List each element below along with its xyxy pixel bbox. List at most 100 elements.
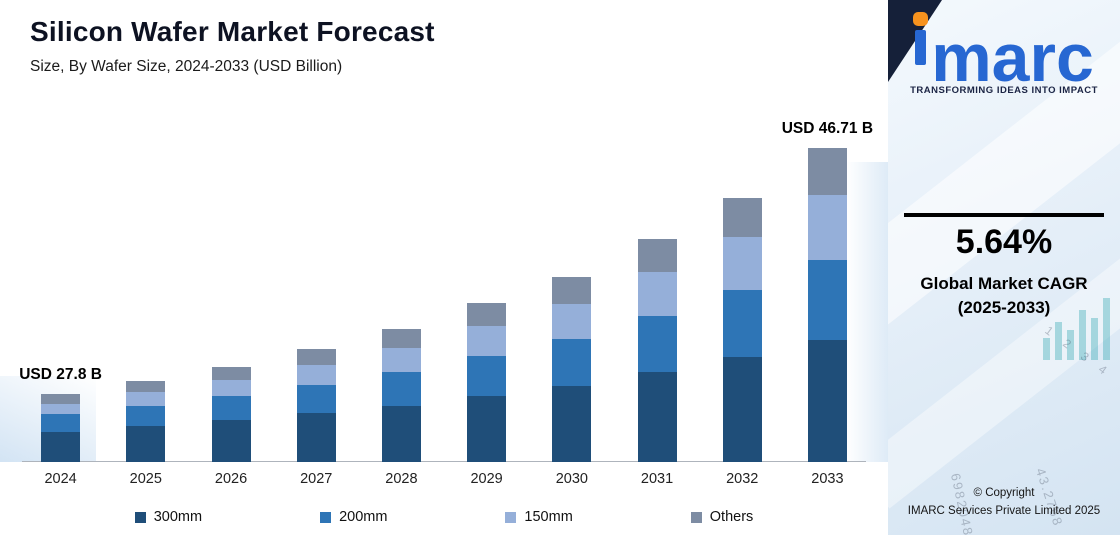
bar-segment-150mm-2028	[381, 348, 421, 373]
x-axis-line	[22, 461, 866, 462]
stacked-bar-2032	[722, 197, 762, 463]
bar-segment-300mm-2031	[637, 372, 677, 463]
bar-segment-Others-2024	[41, 394, 81, 404]
bar-segment-200mm-2027	[296, 384, 336, 414]
x-axis-label-2028: 2028	[385, 471, 418, 487]
logo-text: marc	[931, 20, 1094, 96]
x-axis-label-2026: 2026	[214, 471, 248, 487]
bar-segment-300mm-2025	[126, 426, 166, 462]
legend-label: 300mm	[153, 509, 203, 525]
bar-segment-150mm-2030	[552, 304, 592, 340]
x-axis-label-2027: 2027	[300, 471, 333, 487]
stacked-bar-2033	[807, 148, 847, 462]
x-axis-label-2031: 2031	[640, 471, 674, 487]
bar-segment-150mm-2024	[41, 403, 81, 415]
bar-column-2032: 2032	[700, 120, 785, 488]
plot-area: 2024 2025 2026 2027 2028 2029 2030 2031 2032 2033	[18, 120, 870, 488]
legend-label: 150mm	[524, 509, 573, 525]
legend-label: 200mm	[339, 509, 388, 525]
legend-swatch-icon	[505, 511, 517, 523]
bar-segment-200mm-2030	[552, 339, 592, 387]
legend-item-150mm: 150mm	[505, 509, 573, 525]
bar-column-2031: 2031	[614, 120, 699, 488]
bar-segment-Others-2029	[467, 303, 507, 327]
chart-subtitle: Size, By Wafer Size, 2024-2033 (USD Bill…	[30, 58, 343, 75]
bar-column-2028: 2028	[359, 120, 444, 488]
bar-segment-Others-2027	[296, 348, 336, 365]
x-axis-label-2024: 2024	[44, 471, 77, 487]
bar-segment-Others-2032	[722, 197, 762, 237]
bar-segment-150mm-2031	[637, 272, 677, 316]
background-accent-right	[846, 162, 888, 462]
bar-segment-300mm-2033	[807, 339, 847, 462]
bar-segment-150mm-2025	[126, 392, 166, 406]
bar-segment-300mm-2032	[722, 357, 762, 462]
bar-segment-200mm-2026	[211, 396, 251, 421]
cagr-label: Global Market CAGR	[920, 274, 1088, 293]
x-axis-label-2030: 2030	[555, 471, 588, 487]
bar-column-2029: 2029	[444, 120, 529, 488]
bar-segment-150mm-2029	[467, 326, 507, 356]
bar-segment-150mm-2032	[722, 236, 762, 290]
cagr-period: (2025-2033)	[957, 298, 1051, 317]
bar-segment-200mm-2032	[722, 289, 762, 358]
bar-segment-200mm-2031	[637, 315, 677, 373]
bar-segment-300mm-2030	[552, 386, 592, 462]
legend-item-Others: Others	[690, 509, 754, 525]
bar-column-2024: 2024	[18, 120, 103, 488]
bar-segment-150mm-2026	[211, 380, 251, 397]
bar-segment-300mm-2026	[211, 420, 251, 462]
bar-column-2026: 2026	[188, 120, 273, 488]
bar-segment-Others-2030	[552, 277, 592, 305]
brand-side-panel: 6982048 43.2768 1 2 3 4 marc TRANSFORMIN…	[888, 0, 1120, 535]
bar-segment-300mm-2028	[381, 405, 421, 462]
chart-legend: 300mm 200mm 150mm Others	[0, 509, 888, 525]
bar-segment-Others-2031	[637, 239, 677, 273]
bar-segment-150mm-2033	[807, 195, 847, 260]
stacked-bar-2028	[381, 329, 421, 462]
bar-segment-200mm-2029	[467, 355, 507, 396]
stacked-bar-2029	[467, 303, 507, 462]
bar-column-2027: 2027	[274, 120, 359, 488]
bar-segment-Others-2033	[807, 148, 847, 196]
bar-segment-Others-2025	[126, 381, 166, 393]
x-axis-label-2033: 2033	[811, 471, 844, 487]
value-annotation-2024: USD 27.8 B	[19, 366, 102, 384]
bar-column-2025: 2025	[103, 120, 188, 488]
stacked-bar-2025	[126, 381, 166, 462]
bar-segment-200mm-2033	[807, 259, 847, 340]
x-axis-label-2029: 2029	[470, 471, 503, 487]
bar-segment-200mm-2025	[126, 405, 166, 427]
bar-column-2033: 2033	[785, 120, 870, 488]
logo-tagline: TRANSFORMING IDEAS INTO IMPACT	[910, 85, 1098, 96]
bar-segment-300mm-2024	[41, 431, 81, 463]
cagr-value: 5.64%	[955, 223, 1053, 261]
value-annotation-2033: USD 46.71 B	[781, 120, 874, 137]
x-axis-label-2032: 2032	[726, 471, 759, 487]
bar-segment-200mm-2028	[381, 372, 421, 406]
x-axis-label-2025: 2025	[129, 471, 162, 487]
bar-segment-300mm-2027	[296, 413, 336, 462]
bar-segment-Others-2026	[211, 366, 251, 381]
legend-label: Others	[709, 509, 754, 525]
legend-swatch-icon	[134, 511, 146, 523]
legend-swatch-icon	[690, 511, 702, 523]
logo-orange-dot-icon	[913, 12, 929, 26]
bar-segment-Others-2028	[381, 329, 421, 349]
copyright-line2: IMARC Services Private Limited 2025	[907, 505, 1101, 518]
imarc-logo: marc TRANSFORMING IDEAS INTO IMPACT	[888, 12, 1120, 96]
bar-column-2030: 2030	[529, 120, 614, 488]
legend-swatch-icon	[320, 511, 332, 523]
chart-panel: Silicon Wafer Market Forecast Size, By W…	[0, 16, 888, 525]
decorative-mini-bar-chart	[1043, 298, 1110, 360]
stat-divider	[904, 213, 1104, 217]
chart-title: Silicon Wafer Market Forecast	[30, 16, 435, 47]
stacked-bar-2027	[296, 348, 336, 462]
stacked-bar-2031	[637, 239, 677, 463]
bar-segment-200mm-2024	[41, 414, 81, 432]
stacked-bar-2030	[552, 277, 592, 462]
legend-item-200mm: 200mm	[320, 509, 387, 525]
legend-item-300mm: 300mm	[134, 509, 203, 525]
stacked-bar-2026	[211, 366, 251, 462]
